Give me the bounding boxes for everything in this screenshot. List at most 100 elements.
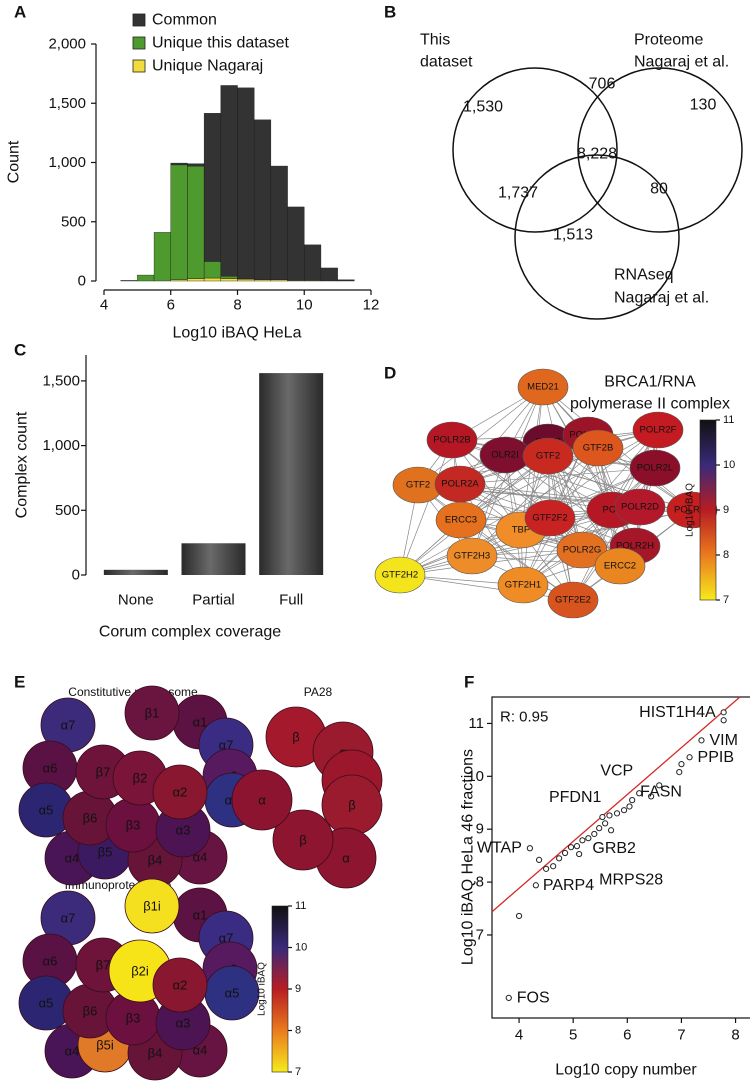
node-label: OLR2I	[491, 450, 518, 461]
node-label: POLR2A	[441, 479, 479, 490]
subunit-label: α3	[176, 823, 191, 838]
histogram-bar	[220, 85, 238, 277]
y-tick-label: 0	[72, 567, 80, 584]
subunit-label: α5	[225, 986, 240, 1001]
subunit	[152, 764, 208, 820]
legend-swatch	[132, 13, 146, 27]
x-axis-label: Corum complex coverage	[99, 624, 281, 641]
subunit-label: β4	[148, 853, 163, 868]
colorbar	[271, 905, 289, 1073]
subunit-label: α7	[61, 911, 76, 926]
x-tick-label: 8	[731, 1027, 739, 1044]
venn-count: 1,737	[498, 185, 538, 202]
data-point	[579, 837, 586, 844]
data-point	[626, 803, 633, 810]
annotation: R: 0.95	[500, 709, 548, 726]
node-label: POL	[602, 505, 621, 516]
x-tick-label: 7	[677, 1027, 685, 1044]
y-axis-label: Count	[6, 140, 23, 183]
venn-count: 1,513	[553, 227, 593, 244]
network-title: BRCA1/RNA	[604, 374, 696, 391]
node-label: POLR2H	[616, 541, 654, 552]
network-node	[435, 501, 487, 539]
network-edge	[417, 386, 544, 486]
x-tick-label: 6	[167, 297, 175, 314]
histogram-bar	[120, 280, 138, 282]
y-tick-label: 500	[61, 213, 86, 230]
subunit	[152, 957, 208, 1013]
data-point	[720, 709, 727, 716]
x-axis-label: Log10 copy number	[555, 1062, 697, 1079]
subunit-label: α1	[193, 908, 208, 923]
node-label: GTF2F2	[532, 513, 567, 524]
x-tick-label: None	[118, 592, 154, 609]
panel-label: E	[14, 673, 25, 692]
subunit-label: β7	[96, 958, 111, 973]
venn-set-label: Nagaraj et al.	[614, 290, 709, 307]
histogram-bar	[170, 162, 188, 166]
network-edge	[471, 545, 636, 557]
data-point	[585, 835, 592, 842]
y-axis-label: Complex count	[14, 411, 31, 518]
network-node	[632, 411, 684, 449]
subunit-label: β3	[126, 1011, 141, 1026]
y-tick-label: 2,000	[48, 36, 86, 53]
venn-count: 706	[589, 76, 616, 93]
data-point	[576, 850, 583, 858]
colorbar-tick-label: 7	[723, 594, 729, 606]
venn-count: 80	[650, 181, 668, 198]
point-label: FOS	[517, 989, 550, 1006]
x-tick-label: 10	[296, 297, 313, 314]
colorbar-tick-label: 8	[723, 549, 729, 561]
histogram-bar	[203, 261, 222, 279]
colorbar-tick-label: 11	[723, 414, 734, 426]
network-title: polymerase II complex	[570, 396, 730, 413]
subunit-label: β1	[145, 706, 160, 721]
node-label: ERCC2	[604, 561, 636, 572]
y-axis-label: Log10 iBAQ HeLa 46 fractions	[460, 749, 477, 965]
histogram-bar	[170, 164, 188, 281]
plot-frame	[491, 696, 750, 1019]
data-point	[596, 825, 603, 832]
network-edge	[522, 386, 544, 586]
node-label: POLR2F	[640, 425, 677, 436]
node-label: GTF2H1	[505, 580, 541, 591]
network-edge	[459, 483, 524, 586]
network-node	[614, 488, 666, 526]
legend-swatch	[132, 59, 146, 73]
colorbar-tick-label: 8	[295, 1025, 301, 1037]
point-label: VIM	[709, 732, 737, 749]
y-tick-label: 0	[78, 273, 86, 290]
histogram-bar	[304, 244, 322, 281]
bar-sheen	[181, 543, 246, 575]
network-node	[522, 437, 574, 475]
subunit-label: β2i	[131, 964, 149, 979]
venn-count: 1,530	[463, 99, 503, 116]
histogram-bar	[237, 279, 255, 282]
histogram-bar	[187, 165, 205, 279]
subunit-label: α	[258, 793, 266, 808]
venn-set-label: This	[420, 32, 450, 49]
y-tick-label: 7	[476, 926, 484, 943]
y-tick-label: 1,500	[48, 95, 86, 112]
data-point	[599, 813, 606, 821]
data-point	[720, 717, 727, 724]
data-point	[515, 912, 523, 920]
x-tick-label: 4	[515, 1027, 523, 1044]
data-point	[602, 820, 609, 827]
subunit-label: α7	[61, 718, 76, 733]
network-node	[524, 499, 576, 537]
network-edge	[460, 519, 574, 601]
legend-label: Common	[152, 12, 217, 29]
point-label: PFDN1	[549, 789, 602, 806]
colorbar-tick-label: 10	[723, 459, 735, 471]
subunit-label: α5	[39, 996, 54, 1011]
network-node	[517, 368, 569, 406]
colorbar-tick-label: 9	[723, 504, 729, 516]
histogram-bar	[270, 165, 288, 281]
colorbar-label: Log10 iBAQ	[257, 962, 268, 1016]
data-point	[550, 863, 557, 870]
subunit-label: α6	[43, 954, 58, 969]
data-point	[613, 810, 621, 817]
data-point	[607, 827, 615, 834]
